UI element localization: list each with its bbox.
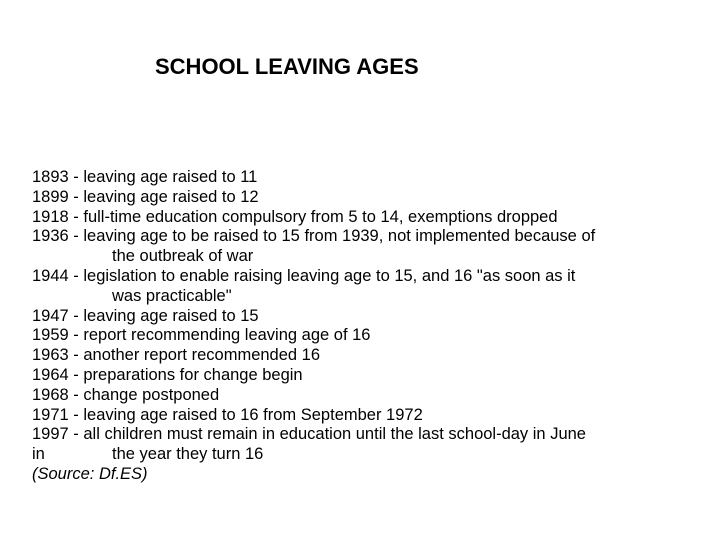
timeline-entry-1893: 1893 - leaving age raised to 11 (32, 168, 700, 188)
timeline-entry-1959: 1959 - report recommending leaving age o… (32, 326, 700, 346)
timeline-list: 1893 - leaving age raised to 11 1899 - l… (32, 168, 700, 485)
timeline-entry-1944-cont: was practicable" (32, 287, 700, 307)
timeline-entry-1997-text: the year they turn 16 (112, 445, 263, 463)
source-citation: (Source: Df.ES) (32, 465, 700, 485)
timeline-entry-1997: 1997 - all children must remain in educa… (32, 425, 700, 445)
timeline-entry-1947: 1947 - leaving age raised to 15 (32, 307, 700, 327)
timeline-entry-1899: 1899 - leaving age raised to 12 (32, 188, 700, 208)
timeline-entry-1936: 1936 - leaving age to be raised to 15 fr… (32, 227, 700, 247)
timeline-entry-1963: 1963 - another report recommended 16 (32, 346, 700, 366)
timeline-entry-1936-cont: the outbreak of war (32, 247, 700, 267)
timeline-entry-1997-in: in (32, 445, 112, 465)
timeline-entry-1971: 1971 - leaving age raised to 16 from Sep… (32, 406, 700, 426)
slide-container: SCHOOL LEAVING AGES 1893 - leaving age r… (0, 0, 720, 540)
timeline-entry-1918: 1918 - full-time education compulsory fr… (32, 208, 700, 228)
timeline-entry-1997-cont: inthe year they turn 16 (32, 445, 700, 465)
timeline-entry-1968: 1968 - change postponed (32, 386, 700, 406)
timeline-entry-1964: 1964 - preparations for change begin (32, 366, 700, 386)
slide-title: SCHOOL LEAVING AGES (155, 54, 419, 80)
timeline-entry-1944: 1944 - legislation to enable raising lea… (32, 267, 700, 287)
